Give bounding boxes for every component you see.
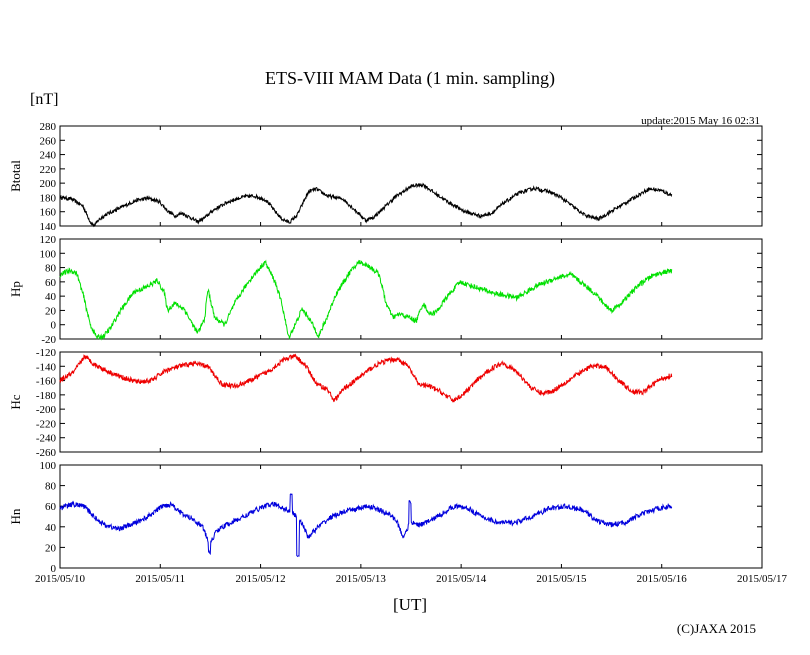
x-tick-label: 2015/05/17 bbox=[737, 573, 788, 585]
y-tick-label: 0 bbox=[51, 563, 57, 575]
x-axis: 2015/05/10 2015/05/11 2015/05/12 2015/05/13… bbox=[35, 573, 788, 585]
y-tick-label: 60 bbox=[45, 277, 57, 289]
panel-frame-hc bbox=[59, 351, 763, 453]
unit-label: [nT] bbox=[30, 91, 58, 108]
y-tick-label: 80 bbox=[45, 263, 57, 275]
y-tick-label: 40 bbox=[45, 291, 57, 303]
x-tick-label: 2015/05/11 bbox=[135, 573, 185, 585]
y-tick-label: 20 bbox=[45, 542, 57, 554]
y-tick-label: 140 bbox=[40, 221, 57, 233]
y-tick-label: 200 bbox=[40, 178, 57, 190]
y-tick-label: -220 bbox=[36, 418, 57, 430]
y-tick-label: 40 bbox=[45, 522, 57, 534]
y-tick-label: -200 bbox=[36, 404, 57, 416]
series-line-hn bbox=[59, 493, 673, 558]
panel-frame-btotal bbox=[59, 125, 763, 227]
panel-label-hp: Hp bbox=[8, 281, 23, 297]
x-tick-label: 2015/05/10 bbox=[35, 573, 86, 585]
series-line-hc bbox=[59, 353, 673, 403]
panel-label-hn: Hn bbox=[8, 508, 23, 524]
y-tick-label: 160 bbox=[40, 207, 57, 219]
y-tick-label: 60 bbox=[45, 501, 57, 513]
y-tick-label: 220 bbox=[40, 164, 57, 176]
copyright-text: (C)JAXA 2015 bbox=[677, 621, 756, 636]
y-tick-label: -140 bbox=[36, 361, 57, 373]
x-axis-label: [UT] bbox=[393, 595, 427, 614]
y-tick-label: 260 bbox=[40, 135, 57, 147]
y-tick-label: -160 bbox=[36, 376, 57, 388]
panels-group: 140160180200220240260280Btotal-200204060… bbox=[8, 121, 763, 575]
x-tick-label: 2015/05/12 bbox=[236, 573, 286, 585]
y-tick-label: -240 bbox=[36, 433, 57, 445]
x-tick-label: 2015/05/16 bbox=[637, 573, 688, 585]
panel-frame-hn bbox=[59, 464, 763, 569]
y-tick-label: -120 bbox=[36, 347, 57, 359]
panel-label-hc: Hc bbox=[8, 394, 23, 409]
x-tick-label: 2015/05/15 bbox=[536, 573, 587, 585]
y-tick-label: 0 bbox=[51, 320, 57, 332]
y-tick-label: -260 bbox=[36, 447, 57, 459]
y-tick-label: 240 bbox=[40, 150, 57, 162]
chart-title: ETS-VIII MAM Data (1 min. sampling) bbox=[265, 68, 555, 89]
series-line-btotal bbox=[59, 182, 673, 228]
y-tick-label: 80 bbox=[45, 481, 57, 493]
x-tick-label: 2015/05/13 bbox=[336, 573, 387, 585]
y-tick-label: 100 bbox=[40, 460, 57, 472]
y-tick-label: -180 bbox=[36, 390, 57, 402]
panel-label-btotal: Btotal bbox=[8, 160, 23, 192]
panel-frame-hp bbox=[59, 238, 763, 340]
y-tick-label: 280 bbox=[40, 121, 57, 133]
x-tick-label: 2015/05/14 bbox=[436, 573, 487, 585]
series-line-hp bbox=[59, 259, 673, 341]
y-tick-label: 20 bbox=[45, 305, 57, 317]
y-tick-label: -20 bbox=[41, 334, 56, 346]
update-timestamp: update:2015 May 16 02:31 bbox=[641, 115, 760, 127]
y-tick-label: 100 bbox=[40, 248, 57, 260]
y-tick-label: 180 bbox=[40, 192, 57, 204]
y-tick-label: 120 bbox=[40, 234, 57, 246]
